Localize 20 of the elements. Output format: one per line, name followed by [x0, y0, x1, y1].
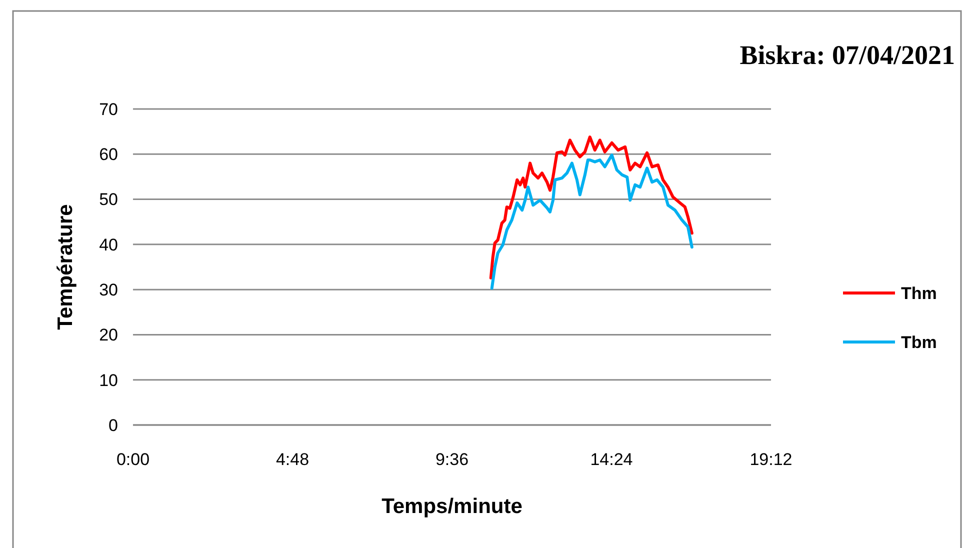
x-tick-label: 4:48	[276, 450, 310, 469]
y-tick-label: 30	[99, 280, 118, 300]
line-series	[490, 154, 694, 290]
y-tick-label: 0	[108, 416, 118, 435]
legend-label: Tbm	[901, 332, 937, 352]
line-series	[489, 135, 694, 280]
x-tick-label: 0:00	[116, 450, 150, 469]
y-tick-label: 70	[99, 100, 118, 119]
y-tick-label: 10	[99, 370, 118, 390]
x-tick-label: 9:36	[435, 450, 469, 469]
x-tick-label: 19:12	[750, 450, 792, 469]
legend-label: Thm	[901, 284, 937, 303]
text: Biskra: 07/04/2021	[740, 40, 955, 70]
y-tick-label: 60	[99, 145, 118, 164]
x-axis-title: Temps/minute	[382, 495, 522, 518]
y-tick-label: 40	[99, 235, 118, 254]
y-tick-label: 20	[99, 326, 118, 345]
y-axis-title: Température	[54, 204, 77, 330]
y-tick-label: 50	[99, 190, 118, 210]
x-tick-label: 14:24	[590, 450, 633, 469]
